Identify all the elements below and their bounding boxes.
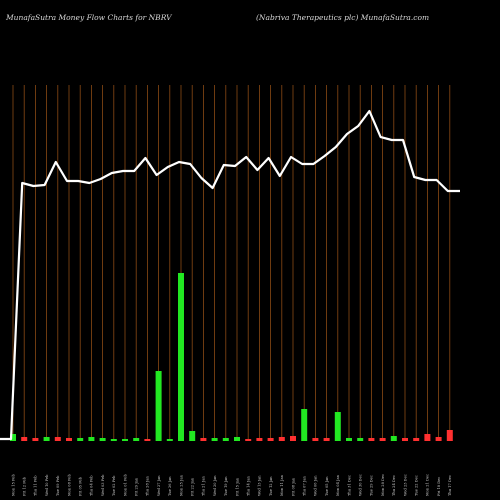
x-tick-label: Thu 07 Jan <box>303 476 307 496</box>
x-tick-label: Fri 05 Feb <box>79 476 83 496</box>
money-flow-line <box>0 109 460 441</box>
x-axis-labels: Mon 15 Feb Fri 12 Feb Thu 11 Feb Wed 10 Feb… <box>11 474 452 496</box>
x-tick-label: Mon 15 Feb <box>11 474 15 496</box>
x-tick-label: Fri 15 Jan <box>235 477 239 496</box>
x-tick-label: Fri 08 Jan <box>291 477 295 496</box>
x-tick-label: Fri 18 Dec <box>437 477 441 496</box>
money-flow-bar <box>368 438 375 441</box>
x-tick-label: Wed 13 Jan <box>258 475 262 496</box>
money-flow-bar <box>54 437 61 441</box>
money-flow-bar <box>77 438 84 441</box>
money-flow-bar <box>346 438 352 441</box>
money-flow-bar <box>155 371 162 441</box>
money-flow-bar <box>211 438 218 441</box>
x-tick-label: Tue 09 Feb <box>56 475 60 496</box>
money-flow-bar <box>278 437 285 441</box>
x-tick-label: Thu 11 Feb <box>34 475 38 496</box>
x-tick-label: Wed 23 Dec <box>403 474 407 496</box>
x-tick-label: Mon 04 Jan <box>336 474 340 496</box>
x-tick-label: Tue 19 Jan <box>224 476 228 496</box>
x-tick-label: Tue 12 Jan <box>269 476 273 496</box>
money-flow-bar <box>133 438 140 441</box>
x-tick-label: Tue 05 Jan <box>325 476 329 496</box>
x-tick-label: Mon 25 Jan <box>179 474 183 496</box>
x-tick-label: Thu 14 Jan <box>247 476 251 496</box>
money-flow-bar <box>267 438 274 441</box>
money-flow-bar <box>178 273 184 441</box>
x-tick-label: Mon 21 Dec <box>426 474 430 496</box>
money-flow-bar <box>446 430 453 441</box>
chart-title-left: MunafaSutra Money Flow Charts for NBRV <box>6 13 172 22</box>
money-flow-bar <box>166 439 173 441</box>
money-flow-bar <box>256 438 263 441</box>
money-flow-bar <box>435 437 442 441</box>
x-tick-label: Fri 29 Jan <box>135 477 139 496</box>
x-tick-label: Fri 12 Feb <box>23 476 27 496</box>
x-tick-label: Thu 21 Jan <box>202 476 206 496</box>
money-flow-bar <box>122 439 128 441</box>
money-flow-bar <box>334 412 341 441</box>
money-flow-bar <box>200 438 207 441</box>
x-tick-label: Wed 30 Dec <box>359 474 363 496</box>
x-tick-label: Wed 06 Jan <box>314 475 318 496</box>
x-tick-label: Thu 24 Dec <box>392 475 396 496</box>
money-flow-bar <box>10 434 16 441</box>
money-flow-bar <box>301 409 308 441</box>
x-tick-label: Wed 27 Jan <box>157 475 161 496</box>
x-tick-label: Mon 01 Feb <box>123 474 127 496</box>
money-flow-bar <box>413 438 420 441</box>
x-tick-label: Tue 26 Jan <box>168 476 172 496</box>
money-flow-bar <box>99 438 106 441</box>
money-flow-bar <box>32 438 39 441</box>
money-flow-bar <box>110 439 117 441</box>
x-tick-label: Mon 11 Jan <box>280 474 284 496</box>
money-flow-bar <box>245 439 252 441</box>
x-tick-label: Wed 10 Feb <box>45 474 49 496</box>
x-tick-label: Tue 29 Dec <box>370 475 374 496</box>
money-flow-bar <box>189 431 196 441</box>
x-tick-label: Tue 22 Dec <box>415 475 419 496</box>
money-flow-bar <box>424 434 431 441</box>
money-flow-bar <box>234 437 240 441</box>
x-tick-label: Thu 28 Jan <box>146 476 150 496</box>
x-tick-label: Wed 03 Feb <box>101 474 105 496</box>
x-tick-label: Mon 08 Feb <box>67 474 71 496</box>
gridlines <box>12 85 451 441</box>
money-flow-bar <box>357 438 364 441</box>
x-tick-label: Thu 17 Dec <box>448 475 452 496</box>
money-flow-bar <box>21 437 28 441</box>
money-flow-bar <box>222 438 229 441</box>
money-flow-bar <box>66 438 72 441</box>
money-flow-bar <box>144 439 151 441</box>
x-tick-label: Fri 22 Jan <box>191 477 195 496</box>
x-tick-label: Wed 20 Jan <box>213 475 217 496</box>
money-flow-bar <box>43 437 50 441</box>
money-flow-bars <box>10 273 453 441</box>
chart-title-right: (Nabriva Therapeutics plc) MunafaSutra.c… <box>256 13 430 22</box>
x-tick-label: Thu 31 Dec <box>347 475 351 496</box>
x-tick-label: Tue 02 Feb <box>112 475 116 496</box>
money-flow-bar <box>290 436 296 441</box>
money-flow-bar <box>402 438 408 441</box>
money-flow-bar <box>323 438 330 441</box>
money-flow-bar <box>379 438 386 441</box>
money-flow-bar <box>88 437 95 441</box>
money-flow-bar <box>390 436 397 441</box>
money-flow-bar <box>312 438 319 441</box>
x-tick-label: Mon 28 Dec <box>381 474 385 496</box>
x-tick-label: Thu 04 Feb <box>90 475 94 496</box>
